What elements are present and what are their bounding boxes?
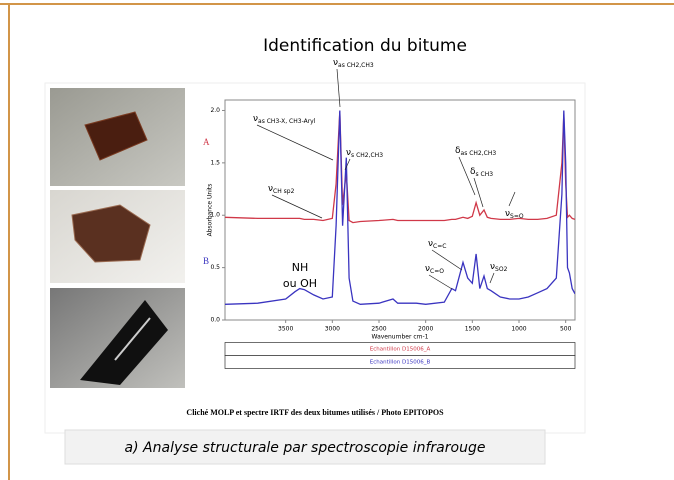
annotation: νas CH2,CH3 <box>333 58 374 69</box>
y-tick-label: 0.5 <box>210 264 220 271</box>
annotation-arrow <box>508 191 516 207</box>
annotation-subscript: S=O <box>510 213 524 220</box>
y-tick-label: 1.0 <box>210 212 220 219</box>
figure-caption: Cliché MOLP et spectre IRTF des deux bit… <box>186 408 444 417</box>
annotation-subscript: as CH2,CH3 <box>338 62 374 69</box>
annotation-symbol: δ <box>470 167 476 177</box>
legend-entry: Echantillon D15006_B <box>370 360 431 366</box>
photo-reflection <box>114 317 151 361</box>
caption: a) Analyse structurale par spectroscopie… <box>125 440 486 456</box>
annotation-symbol: δ <box>455 146 461 156</box>
annotation-subscript: s CH2,CH3 <box>351 152 383 159</box>
annotation-arrow <box>473 177 484 208</box>
x-tick-label: 3500 <box>278 326 293 333</box>
annotation-subscript: as CH3-X, CH3-Aryl <box>258 118 316 125</box>
annotation: νas CH3-X, CH3-Aryl <box>253 114 316 125</box>
x-tick-label: 2500 <box>371 326 386 333</box>
slide-title: Identification du bitume <box>263 36 467 56</box>
annotation-arrow <box>431 249 463 271</box>
annotation-subscript: C=C <box>433 243 446 250</box>
annotation-arrow <box>256 124 334 161</box>
legend-box <box>224 355 576 369</box>
annotation-symbol: ν <box>253 114 258 124</box>
x-tick-label: 1500 <box>465 326 480 333</box>
x-axis-label: Wavenumber cm-1 <box>372 334 429 341</box>
photo-sample <box>71 204 151 263</box>
annotation-subscript: CH sp2 <box>273 188 295 195</box>
annotation-arrow <box>458 156 476 196</box>
annotation-symbol: ν <box>505 209 510 219</box>
annotation-arrow <box>336 68 341 108</box>
annotation-symbol: ν <box>425 264 430 274</box>
plot-area <box>224 99 576 321</box>
legend-entry: Echantillon D15006_A <box>370 347 431 353</box>
annotation-symbol: ν <box>428 239 433 249</box>
annotation-symbol: ν <box>346 148 351 158</box>
annotation: δas CH2,CH3 <box>455 146 496 157</box>
x-tick-label: 3000 <box>325 326 340 333</box>
annotation: νC=C <box>428 239 446 250</box>
series-label: A <box>203 137 210 147</box>
annotation-arrow <box>489 272 495 284</box>
annotation-note: NH <box>292 261 309 274</box>
annotation: νs CH2,CH3 <box>346 148 383 159</box>
annotation-symbol: ν <box>268 184 273 194</box>
annotation: νSO2 <box>490 262 508 273</box>
annotation-arrow <box>344 158 351 171</box>
annotation-arrow <box>271 194 323 219</box>
y-axis-label: Absorbance Units <box>207 184 214 237</box>
annotation-symbol: ν <box>490 262 495 272</box>
annotation: νS=O <box>505 209 524 220</box>
annotation-subscript: s CH3 <box>476 171 494 178</box>
x-tick-label: 500 <box>560 326 572 333</box>
y-tick-label: 0.0 <box>210 317 220 324</box>
annotation-subscript: C=O <box>430 268 444 275</box>
x-tick-label: 1000 <box>511 326 526 333</box>
annotation: νC=O <box>425 264 444 275</box>
x-tick-label: 2000 <box>418 326 433 333</box>
annotation-arrow <box>428 274 453 290</box>
y-tick-label: 2.0 <box>210 107 220 114</box>
spectrum-line <box>225 110 575 305</box>
annotation: νCH sp2 <box>268 184 295 195</box>
annotation-symbol: ν <box>333 58 338 68</box>
annotation-subscript: SO2 <box>495 266 508 273</box>
series-label: B <box>203 256 209 266</box>
annotation-note: ou OH <box>283 277 317 290</box>
spectrum-line <box>225 111 575 224</box>
caption-box <box>64 429 546 465</box>
photo-sample <box>84 111 148 161</box>
annotation: δs CH3 <box>470 167 493 178</box>
annotation-subscript: as CH2,CH3 <box>461 150 497 157</box>
y-tick-label: 1.5 <box>210 159 220 166</box>
